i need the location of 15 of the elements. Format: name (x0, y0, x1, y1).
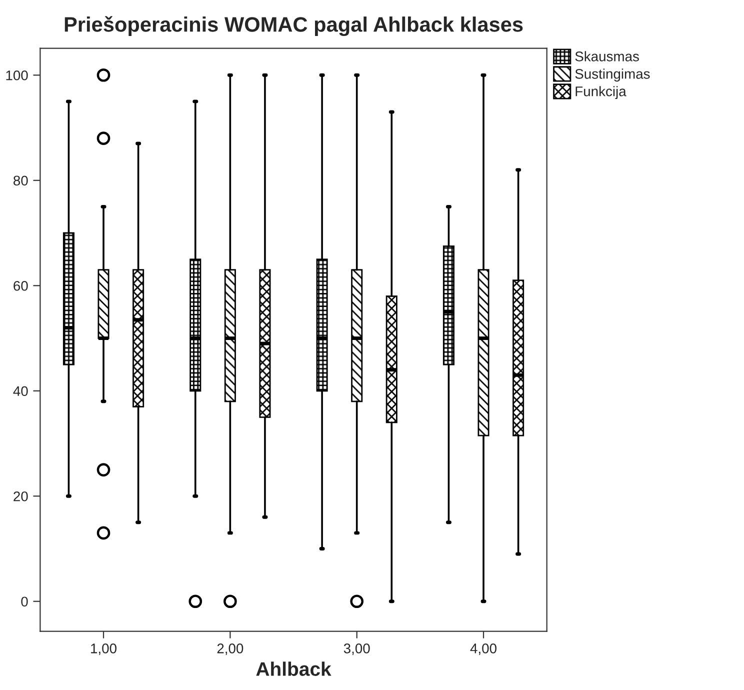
legend-label: Sustingimas (575, 68, 650, 82)
x-tick-label: 2,00 (217, 644, 244, 655)
y-tick-label: 0 (21, 596, 28, 607)
y-tick-label: 80 (14, 176, 28, 186)
y-tick-label: 40 (13, 386, 28, 396)
y-tick-label: 100 (6, 70, 28, 80)
legend-label: Skausmas (575, 51, 639, 62)
x-axis-title: Ahlback (256, 662, 332, 676)
legend-label: Funkcija (576, 86, 626, 100)
x-tick-label: 4,00 (470, 644, 496, 655)
x-tick-label: 3,00 (344, 644, 370, 655)
y-tick-label: 20 (14, 491, 28, 502)
chart-title: Priešoperacinis WOMAC pagal Ahlback klases (64, 16, 523, 36)
y-tick-label: 60 (14, 280, 28, 291)
x-tick-label: 1,00 (91, 644, 116, 655)
